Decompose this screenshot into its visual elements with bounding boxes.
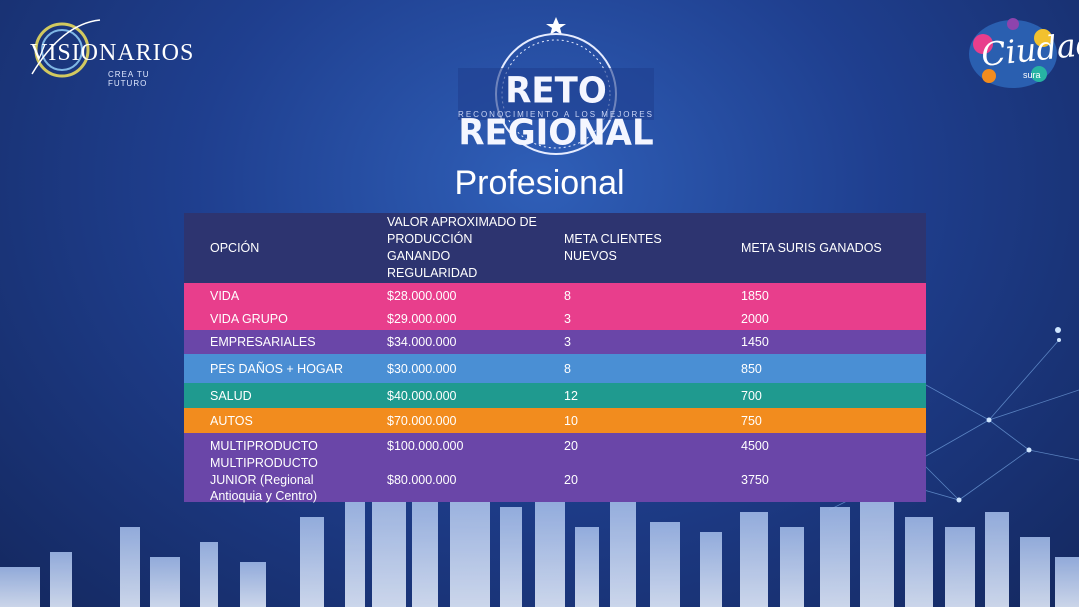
visionarios-logo: VISIONARIOS CREA TU FUTURO bbox=[22, 14, 195, 88]
cell-option: SALUD bbox=[210, 388, 252, 403]
cell-clients: 8 bbox=[564, 288, 571, 303]
reto-regional-emblem: RETO REGIONAL RECONOCIMIENTO A LOS MEJOR… bbox=[454, 14, 658, 164]
cell-option: AUTOS bbox=[210, 413, 253, 428]
emblem-title: RETO REGIONAL bbox=[458, 70, 654, 154]
table-body: VIDA $28.000.000 8 1850 VIDA GRUPO $29.000.00… bbox=[184, 283, 926, 503]
cell-value: $30.000.000 bbox=[387, 361, 457, 376]
cell-value: $34.000.000 bbox=[387, 335, 457, 349]
cell-suris: 2000 bbox=[741, 312, 769, 326]
logo-right-sub: sura bbox=[1023, 70, 1041, 80]
cell-value: $40.000.000 bbox=[387, 388, 457, 403]
cell-option: PES DAÑOS + HOGAR bbox=[210, 361, 344, 376]
cell-option: EMPRESARIALES bbox=[210, 335, 316, 349]
header-suris: META SURIS GANADOS bbox=[741, 240, 882, 255]
emblem-tagline: RECONOCIMIENTO A LOS MEJORES bbox=[458, 110, 654, 119]
cell-value: $70.000.000 bbox=[387, 413, 457, 428]
cell-option: MULTIPRODUCTO bbox=[210, 438, 318, 453]
cell-suris: 1450 bbox=[741, 335, 769, 349]
cell-clients: 8 bbox=[564, 361, 571, 376]
table-row: VIDA GRUPO $29.000.000 3 2000 bbox=[184, 308, 926, 330]
table-row: VIDA $28.000.000 8 1850 bbox=[184, 283, 926, 308]
cell-option: VIDA bbox=[210, 288, 240, 303]
cell-suris: 1850 bbox=[741, 288, 769, 303]
page-title: Profesional bbox=[454, 164, 625, 202]
cell-clients: 20 bbox=[564, 472, 578, 487]
cell-clients: 10 bbox=[564, 413, 578, 428]
cell-clients: 3 bbox=[564, 335, 571, 349]
swirl-icon bbox=[31, 19, 101, 78]
cell-suris: 4500 bbox=[741, 438, 769, 453]
ciudad-sura-logo: Ciudad sura bbox=[963, 14, 1079, 94]
table-row: AUTOS $70.000.000 10 750 bbox=[184, 408, 926, 433]
cell-suris: 850 bbox=[741, 361, 762, 376]
table-header-row: OPCIÓN VALOR APROXIMADO DE PRODUCCIÓN GA… bbox=[184, 213, 926, 283]
cell-suris: 750 bbox=[741, 413, 762, 428]
table-row: EMPRESARIALES $34.000.000 3 1450 bbox=[184, 330, 926, 354]
cell-option: VIDA GRUPO bbox=[210, 312, 288, 326]
goals-table: OPCIÓN VALOR APROXIMADO DE PRODUCCIÓN GA… bbox=[184, 213, 926, 503]
table-row: MULTIPRODUCTO $100.000.000 20 4500 bbox=[184, 433, 926, 458]
header-value: VALOR APROXIMADO DE PRODUCCIÓN GANANDO R… bbox=[387, 215, 537, 280]
cell-value: $100.000.000 bbox=[387, 438, 464, 453]
cell-value: $29.000.000 bbox=[387, 312, 457, 326]
table-row: SALUD $40.000.000 12 700 bbox=[184, 383, 926, 408]
cell-suris: 700 bbox=[741, 388, 762, 403]
splash-icon bbox=[969, 18, 1057, 88]
cell-value: $80.000.000 bbox=[387, 472, 457, 487]
logo-left-sub: CREA TU FUTURO bbox=[108, 70, 150, 88]
table-row: MULTIPRODUCTO JUNIOR (Regional Antioquia… bbox=[184, 456, 926, 503]
cell-clients: 12 bbox=[564, 388, 578, 403]
cell-suris: 3750 bbox=[741, 472, 769, 487]
header-clients: META CLIENTES NUEVOS bbox=[564, 232, 662, 263]
cell-clients: 3 bbox=[564, 312, 571, 326]
cell-clients: 20 bbox=[564, 438, 578, 453]
cell-option: MULTIPRODUCTO JUNIOR (Regional Antioquia… bbox=[210, 455, 318, 504]
logo-left-word: VISIONARIOS bbox=[30, 40, 195, 66]
table-row: PES DAÑOS + HOGAR $30.000.000 8 850 bbox=[184, 354, 926, 383]
header-option: OPCIÓN bbox=[210, 240, 260, 255]
emblem-ring-icon bbox=[458, 17, 654, 155]
cell-value: $28.000.000 bbox=[387, 288, 457, 303]
